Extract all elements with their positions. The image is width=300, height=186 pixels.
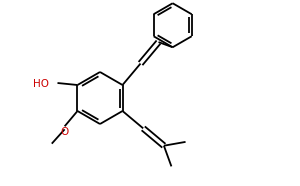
- Text: O: O: [61, 127, 69, 137]
- Text: HO: HO: [34, 79, 50, 89]
